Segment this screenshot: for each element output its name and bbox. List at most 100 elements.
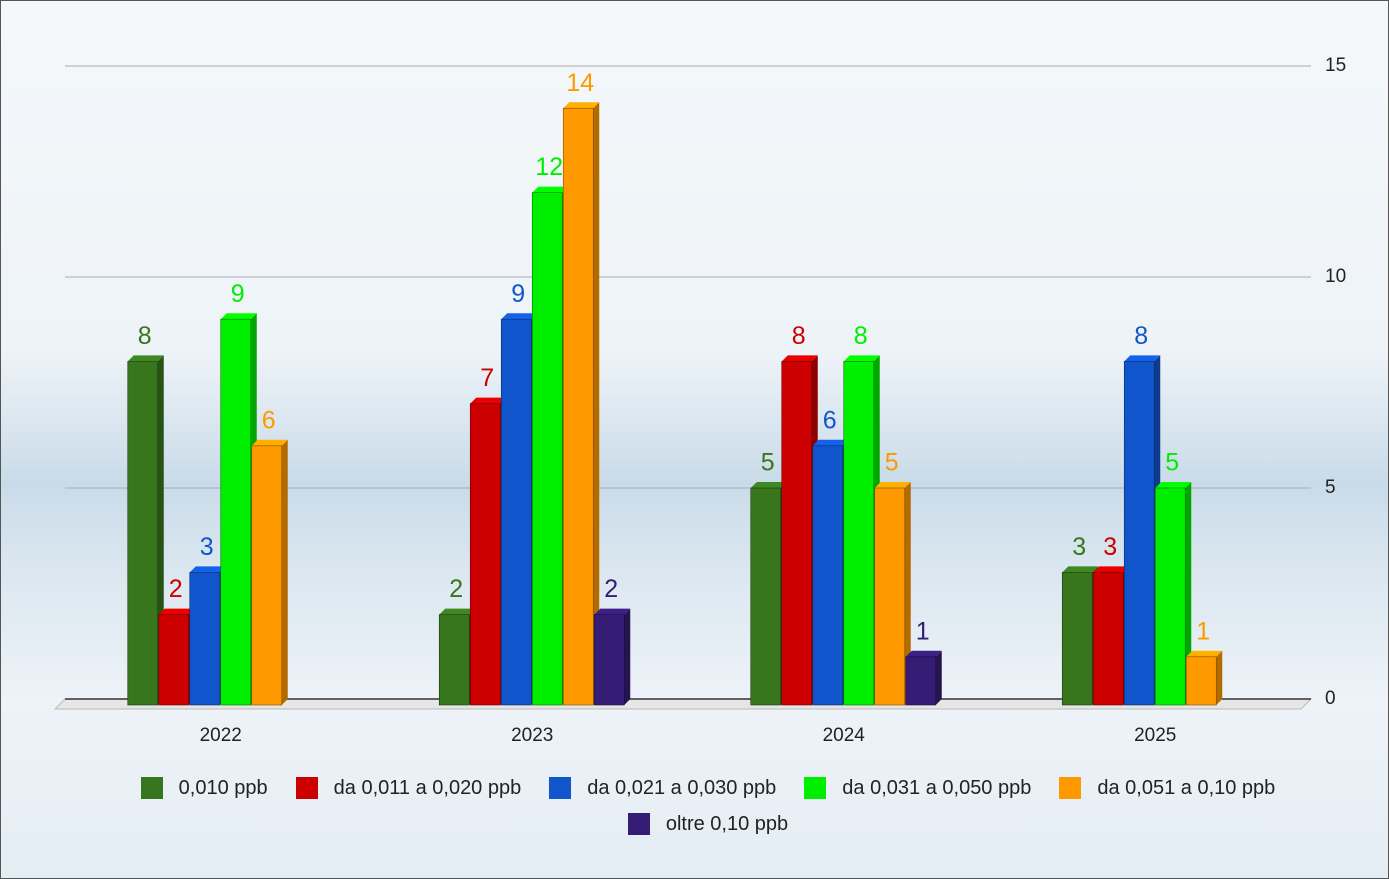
bar-side	[1216, 650, 1223, 705]
y-tick-label: 0	[1325, 688, 1336, 709]
bar-face	[438, 614, 470, 706]
data-label: 3	[200, 533, 214, 561]
y-tick-label: 10	[1325, 266, 1346, 287]
bar-face	[874, 487, 906, 706]
bar-face	[562, 107, 594, 706]
bar-top	[563, 102, 600, 109]
legend: 0,010 ppb da 0,011 a 0,020 ppb da 0,021 a …	[108, 775, 1308, 837]
data-label: 8	[854, 322, 868, 350]
bar-side	[1185, 482, 1192, 705]
data-label: 8	[1134, 322, 1148, 350]
bar-face	[1061, 572, 1093, 706]
x-tick-label: 2023	[511, 725, 553, 746]
data-label: 7	[480, 364, 494, 392]
y-tick-label: 15	[1325, 55, 1346, 76]
data-label: 8	[138, 322, 152, 350]
data-label: 1	[1196, 617, 1210, 645]
data-label: 8	[792, 322, 806, 350]
data-label: 2	[449, 575, 463, 603]
bar	[1061, 566, 1099, 706]
bar	[127, 355, 164, 706]
legend-swatch	[627, 813, 650, 835]
bar-face	[500, 318, 532, 706]
data-label: 3	[1103, 533, 1117, 561]
bar-top	[251, 439, 288, 446]
legend-item: da 0,021 a 0,030 ppb	[549, 775, 776, 801]
data-label: 12	[535, 153, 563, 181]
bar-side	[935, 650, 942, 705]
bar-side	[593, 102, 600, 705]
data-label: 2	[604, 575, 618, 603]
bar-side	[904, 482, 911, 705]
bar-side	[624, 608, 631, 705]
legend-swatch	[1059, 777, 1082, 799]
legend-label: da 0,051 a 0,10 ppb	[1097, 776, 1276, 799]
data-label: 14	[566, 69, 594, 97]
bar	[781, 355, 818, 706]
bar-top	[812, 439, 849, 446]
bar-face	[812, 445, 844, 706]
legend-swatch	[140, 777, 163, 799]
bar	[593, 608, 631, 706]
bar	[1185, 650, 1223, 706]
legend-label: oltre 0,10 ppb	[665, 812, 789, 835]
bar-top	[1186, 650, 1223, 657]
bar-face	[158, 614, 190, 706]
legend-swatch	[804, 777, 827, 799]
bar-top	[1062, 566, 1099, 573]
legend-label: da 0,031 a 0,050 ppb	[842, 776, 1032, 799]
bar	[874, 482, 911, 706]
bar-face	[1185, 656, 1217, 706]
bar	[531, 186, 569, 706]
legend-item: da 0,031 a 0,050 ppb	[804, 775, 1031, 801]
bar-face	[905, 656, 937, 706]
bar	[220, 313, 257, 706]
x-tick-label: 2025	[1134, 725, 1176, 746]
bar-top	[594, 608, 631, 615]
bar-top	[439, 608, 476, 615]
bar-top	[905, 650, 942, 657]
bar-face	[781, 361, 813, 706]
bar-face	[843, 361, 875, 706]
bar-top	[220, 313, 257, 320]
bar-top	[158, 608, 195, 615]
data-label: 3	[1072, 533, 1086, 561]
bar	[1123, 355, 1161, 706]
bar-top	[1093, 566, 1130, 573]
data-label: 1	[916, 617, 930, 645]
bar	[189, 566, 226, 706]
data-label: 5	[885, 449, 899, 477]
bar-face	[127, 361, 159, 706]
legend-swatch	[295, 777, 318, 799]
bar	[1092, 566, 1130, 706]
bar	[469, 397, 507, 706]
bar	[158, 608, 195, 706]
bar-top	[501, 313, 538, 320]
data-label: 5	[1165, 449, 1179, 477]
bar-top	[874, 482, 911, 488]
bar-top	[1155, 482, 1192, 488]
bar	[251, 439, 288, 706]
bar	[905, 650, 942, 706]
legend-item: 0,010 ppb	[140, 775, 268, 801]
data-label: 6	[262, 406, 276, 434]
bar	[1154, 482, 1192, 706]
bar	[562, 102, 600, 706]
bar-top	[532, 186, 569, 193]
data-label: 9	[231, 280, 245, 308]
legend-swatch	[549, 777, 572, 799]
bar-top	[750, 482, 787, 488]
bar-top	[189, 566, 226, 573]
bar-top	[127, 355, 164, 362]
bar-face	[251, 445, 283, 706]
bar	[500, 313, 538, 706]
bars	[127, 102, 1223, 706]
bar	[843, 355, 880, 706]
legend-item: oltre 0,10 ppb	[627, 811, 789, 837]
legend-label: da 0,021 a 0,030 ppb	[587, 776, 777, 799]
x-tick-label: 2024	[823, 725, 866, 746]
bar-face	[750, 487, 782, 706]
bar-face	[1154, 487, 1186, 706]
